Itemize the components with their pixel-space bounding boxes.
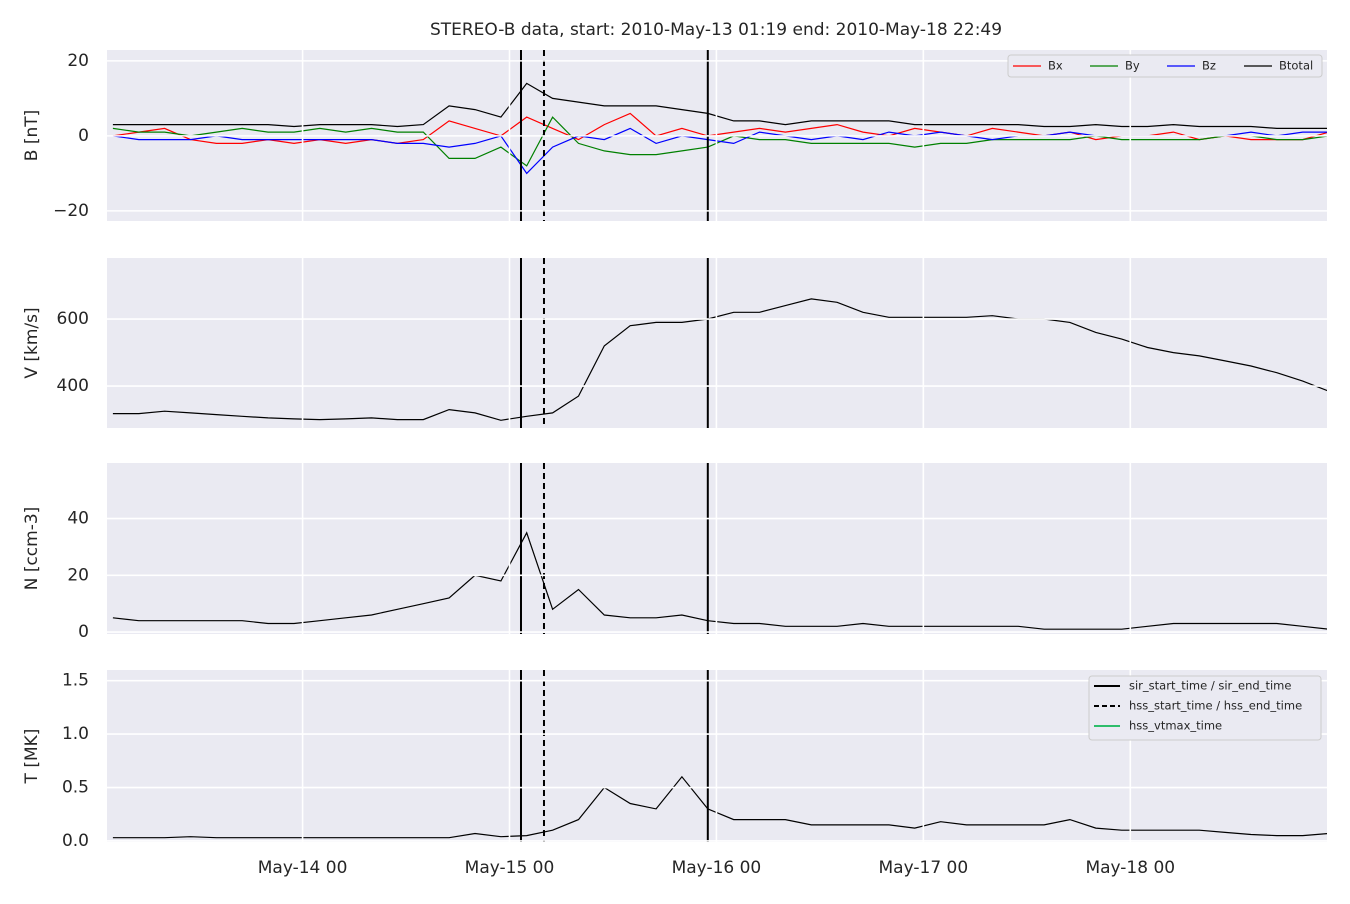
- legend-label: By: [1125, 59, 1140, 73]
- series-line: [112, 82, 1327, 129]
- x-tick-label: May-16 00: [672, 858, 762, 878]
- y-axis-label: T [MK]: [22, 729, 42, 785]
- legend-label: Bx: [1048, 59, 1063, 73]
- y-tick-label: 0: [78, 126, 89, 146]
- x-tick-label: May-17 00: [879, 858, 969, 878]
- series-line: [112, 531, 1327, 630]
- series-line: [112, 298, 1327, 421]
- y-tick-label: 1.0: [62, 724, 89, 744]
- figure-title: STEREO-B data, start: 2010-May-13 01:19 …: [430, 20, 1002, 40]
- y-axis-label: V [km/s]: [22, 307, 42, 378]
- legend-label: hss_start_time / hss_end_time: [1129, 699, 1302, 713]
- y-tick-label: 0.0: [62, 831, 89, 851]
- y-tick-label: 40: [67, 509, 89, 529]
- y-tick-label: 0: [78, 622, 89, 642]
- plot-area: [112, 258, 1327, 428]
- x-tick-label: May-15 00: [465, 858, 555, 878]
- legend-box: [1088, 675, 1322, 741]
- y-tick-label: 20: [67, 565, 89, 585]
- y-tick-label: 600: [57, 309, 89, 329]
- legend-label: Btotal: [1279, 59, 1313, 73]
- plot-area: [112, 463, 1327, 634]
- y-axis-label: B [nT]: [22, 110, 42, 162]
- x-tick-label: May-18 00: [1085, 858, 1175, 878]
- y-tick-label: 1.5: [62, 671, 89, 691]
- legend-label: sir_start_time / sir_end_time: [1129, 679, 1291, 693]
- x-tick-label: May-14 00: [258, 858, 348, 878]
- y-tick-label: 400: [57, 376, 89, 396]
- y-axis-label: N [ccm-3]: [22, 507, 42, 591]
- y-tick-label: −20: [53, 201, 89, 221]
- y-tick-label: 0.5: [62, 778, 89, 798]
- legend-label: hss_vtmax_time: [1129, 719, 1222, 733]
- series-line: [112, 775, 1327, 839]
- plot-area: [112, 670, 1327, 842]
- legend-label: Bz: [1202, 59, 1216, 73]
- y-tick-label: 20: [67, 51, 89, 71]
- legend-box: [1007, 54, 1323, 78]
